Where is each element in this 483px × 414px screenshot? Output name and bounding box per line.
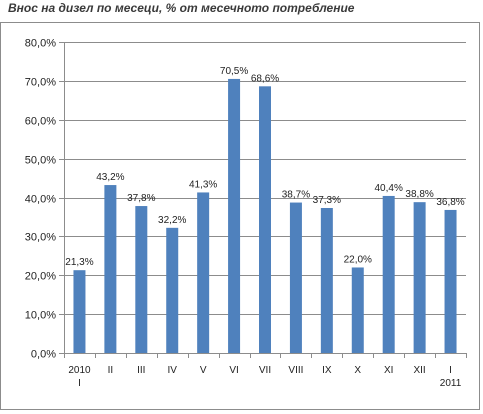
x-tick-label: X xyxy=(354,365,361,376)
bar xyxy=(320,207,333,353)
data-label: 37,3% xyxy=(313,195,341,206)
x-tick-label: I xyxy=(78,378,81,389)
bar xyxy=(73,270,86,353)
y-tick-label: 60,0% xyxy=(25,116,56,128)
data-label: 36,8% xyxy=(436,197,464,208)
x-tick-label: VI xyxy=(229,365,238,376)
data-label: 37,8% xyxy=(127,193,155,204)
y-tick-label: 30,0% xyxy=(25,232,56,244)
x-tick-label: I xyxy=(449,365,452,376)
data-label: 43,2% xyxy=(96,172,124,183)
x-tick-label: II xyxy=(108,365,114,376)
bar xyxy=(228,78,241,354)
data-label: 21,3% xyxy=(65,257,93,268)
bar xyxy=(444,209,457,353)
y-tick-label: 0,0% xyxy=(31,349,56,361)
x-tick-label: IX xyxy=(322,365,332,376)
bar xyxy=(382,195,395,353)
x-tick-label: 2011 xyxy=(440,378,462,389)
x-tick-label: V xyxy=(200,365,207,376)
data-label: 70,5% xyxy=(220,66,248,77)
x-tick-label: VII xyxy=(259,365,271,376)
x-tick-label: 2010 xyxy=(68,365,91,376)
y-tick-label: 20,0% xyxy=(25,271,56,283)
bar xyxy=(104,185,117,353)
bar xyxy=(197,192,210,353)
data-label: 41,3% xyxy=(189,179,217,190)
bar xyxy=(259,86,271,353)
data-label: 38,8% xyxy=(405,189,433,200)
data-label: 22,0% xyxy=(344,254,372,265)
y-tick-label: 80,0% xyxy=(25,38,56,50)
bar xyxy=(351,267,364,353)
bar xyxy=(413,202,426,353)
page-title: Внос на дизел по месеци, % от месечното … xyxy=(8,1,355,15)
y-tick-label: 10,0% xyxy=(25,310,56,322)
data-label: 32,2% xyxy=(158,215,186,226)
x-tick-label: XII xyxy=(413,365,425,376)
bar xyxy=(289,202,302,353)
x-tick-label: IV xyxy=(168,365,178,376)
data-label: 40,4% xyxy=(375,183,403,194)
bar xyxy=(135,206,148,353)
y-tick-label: 40,0% xyxy=(25,194,56,206)
x-tick-label: XI xyxy=(384,365,393,376)
data-label: 68,6% xyxy=(251,73,279,84)
x-tick-label: VIII xyxy=(288,365,303,376)
y-tick-label: 70,0% xyxy=(25,77,56,89)
data-label: 38,7% xyxy=(282,190,310,201)
y-tick-label: 50,0% xyxy=(25,155,56,167)
x-tick-label: III xyxy=(137,365,145,376)
bar xyxy=(166,227,179,353)
